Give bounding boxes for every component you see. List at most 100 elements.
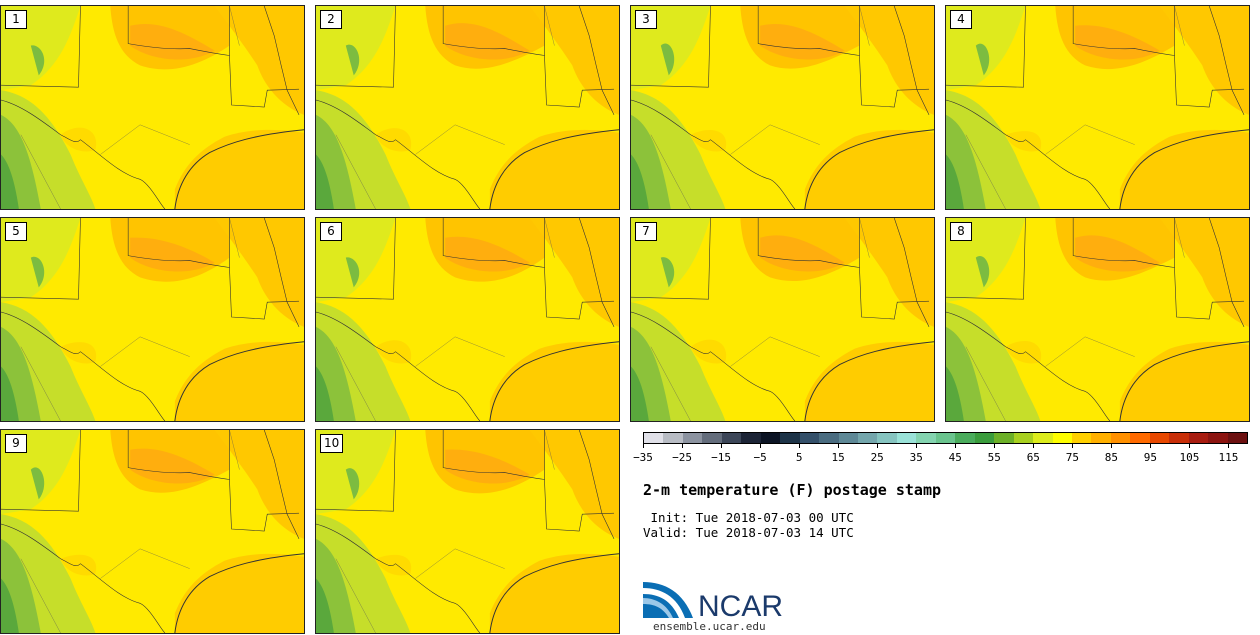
colorbar-bin xyxy=(1208,433,1228,443)
temperature-map xyxy=(316,430,619,633)
colorbar-tick-label: 25 xyxy=(870,451,884,464)
colorbar-tick-label: 5 xyxy=(795,451,803,464)
temperature-map xyxy=(1,6,304,209)
colorbar-tick xyxy=(760,444,762,448)
temperature-map xyxy=(1,218,304,421)
ncar-logo: NCAR xyxy=(643,582,783,620)
colorbar-bin xyxy=(663,433,683,443)
member-panel-4: 4 xyxy=(945,5,1250,210)
colorbar-bin xyxy=(974,433,995,443)
member-number: 3 xyxy=(635,10,657,29)
member-number: 4 xyxy=(950,10,972,29)
colorbar-tick-label: −35 xyxy=(633,451,653,464)
temperature-map xyxy=(946,6,1249,209)
colorbar-tick-label: 55 xyxy=(987,451,1001,464)
member-panel-3: 3 xyxy=(630,5,935,210)
colorbar-tick-label: 15 xyxy=(831,451,845,464)
temperature-map xyxy=(316,218,619,421)
temperature-map xyxy=(631,6,934,209)
temperature-map xyxy=(631,218,934,421)
init-time: Init: Tue 2018-07-03 00 UTC xyxy=(643,510,854,525)
member-panel-6: 6 xyxy=(315,217,620,422)
temperature-map xyxy=(946,218,1249,421)
colorbar-tick xyxy=(643,444,644,448)
member-panel-8: 8 xyxy=(945,217,1250,422)
member-panel-2: 2 xyxy=(315,5,620,210)
colorbar-bin xyxy=(1091,433,1111,443)
colorbar-bin xyxy=(896,433,917,443)
colorbar-bin xyxy=(1033,433,1053,443)
member-number: 8 xyxy=(950,222,972,241)
colorbar-tick xyxy=(799,444,801,448)
colorbar-bin xyxy=(1052,433,1072,443)
colorbar-tick xyxy=(1228,444,1230,448)
member-number: 7 xyxy=(635,222,657,241)
ncar-logo-text: NCAR xyxy=(698,590,783,620)
temperature-map xyxy=(316,6,619,209)
colorbar-tick-label: 105 xyxy=(1179,451,1200,464)
colorbar-bin xyxy=(1227,433,1248,443)
colorbar-tick xyxy=(877,444,879,448)
figure-title: 2-m temperature (F) postage stamp xyxy=(643,481,942,499)
colorbar-tick-label: 75 xyxy=(1065,451,1079,464)
colorbar-bin xyxy=(857,433,878,443)
colorbar-tick xyxy=(1189,444,1191,448)
colorbar-bin xyxy=(1130,433,1150,443)
colorbar-bin xyxy=(682,433,703,443)
member-number: 10 xyxy=(320,434,344,453)
colorbar-tick xyxy=(1072,444,1074,448)
colorbar-bin xyxy=(916,433,936,443)
colorbar-tick-label: 95 xyxy=(1143,451,1158,464)
colorbar-tick xyxy=(994,444,996,448)
colorbar-tick-label: 115 xyxy=(1218,451,1239,464)
colorbar-bin xyxy=(994,433,1014,443)
member-number: 5 xyxy=(5,222,27,241)
member-number: 9 xyxy=(5,434,27,453)
colorbar-bin xyxy=(877,433,897,443)
colorbar-bin xyxy=(721,433,742,443)
colorbar-bin xyxy=(1149,433,1170,443)
colorbar-bin xyxy=(1013,433,1034,443)
colorbar-tick xyxy=(682,444,684,448)
colorbar-tick-label: 85 xyxy=(1104,451,1118,464)
colorbar-tick-label: 65 xyxy=(1026,451,1040,464)
colorbar-tick xyxy=(721,444,723,448)
colorbar-bin xyxy=(1188,433,1209,443)
colorbar-tick xyxy=(1033,444,1035,448)
colorbar-bin xyxy=(760,433,781,443)
colorbar-bin xyxy=(741,433,761,443)
temperature-map xyxy=(1,430,304,633)
colorbar-bin xyxy=(838,433,858,443)
colorbar-bin xyxy=(955,433,975,443)
colorbar-tick xyxy=(838,444,840,448)
colorbar-bin xyxy=(935,433,956,443)
member-panel-7: 7 xyxy=(630,217,935,422)
colorbar-tick-label: 35 xyxy=(909,451,923,464)
member-panel-1: 1 xyxy=(0,5,305,210)
colorbar-bin xyxy=(799,433,820,443)
colorbar-tick xyxy=(955,444,957,448)
colorbar-bin xyxy=(702,433,722,443)
colorbar-bin xyxy=(1071,433,1092,443)
colorbar-ticks: −35 −25 −15 −5 5 15 25 35 45 55 65 75 85 95 105 115 xyxy=(633,444,1248,466)
colorbar-tick xyxy=(916,444,918,448)
colorbar-bin xyxy=(819,433,839,443)
colorbar-bin xyxy=(1169,433,1189,443)
colorbar-bin xyxy=(644,433,664,443)
member-panel-9: 9 xyxy=(0,429,305,634)
colorbar-bin xyxy=(1110,433,1131,443)
colorbar-bin xyxy=(780,433,800,443)
colorbar-tick xyxy=(1111,444,1113,448)
colorbar-tick-label: −25 xyxy=(672,451,692,464)
member-panel-5: 5 xyxy=(0,217,305,422)
valid-time: Valid: Tue 2018-07-03 14 UTC xyxy=(643,525,854,540)
temperature-colorbar xyxy=(643,432,1248,444)
website-url: ensemble.ucar.edu xyxy=(653,620,766,633)
colorbar-tick xyxy=(1150,444,1152,448)
colorbar-tick-label: 45 xyxy=(948,451,962,464)
member-number: 6 xyxy=(320,222,342,241)
member-number: 2 xyxy=(320,10,342,29)
member-panel-10: 10 xyxy=(315,429,620,634)
colorbar-tick-label: −5 xyxy=(753,451,767,464)
member-number: 1 xyxy=(5,10,27,29)
